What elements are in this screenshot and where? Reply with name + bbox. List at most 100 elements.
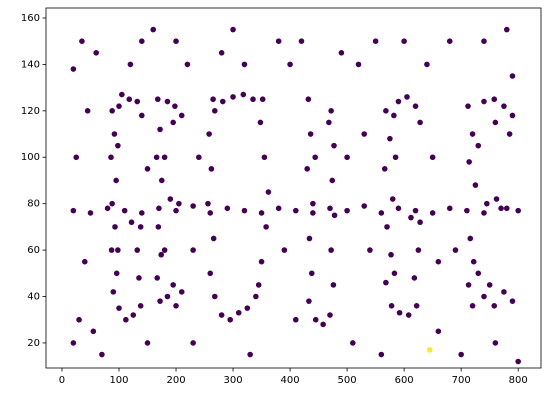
point [230, 94, 236, 100]
point [173, 38, 179, 44]
point [435, 328, 442, 335]
point [506, 131, 513, 137]
point [503, 26, 510, 33]
point [405, 312, 412, 318]
point [154, 275, 161, 281]
point [219, 98, 226, 105]
point [127, 61, 134, 68]
point [327, 205, 333, 212]
point [154, 96, 161, 103]
x-tick-label: 500 [338, 375, 357, 386]
point [70, 66, 77, 72]
point [503, 205, 510, 212]
point [330, 282, 337, 288]
point [158, 177, 165, 184]
point [167, 196, 174, 202]
point [257, 119, 264, 126]
point [367, 247, 373, 253]
y-tick-label: 140 [21, 59, 40, 70]
point [383, 279, 389, 286]
x-tick-label: 600 [395, 375, 414, 386]
point [327, 312, 333, 318]
point [161, 247, 168, 253]
point [173, 302, 179, 309]
point [493, 196, 500, 202]
point [158, 251, 164, 258]
point [292, 316, 299, 323]
point [429, 210, 436, 216]
point [164, 293, 171, 300]
point [392, 154, 399, 161]
point [452, 247, 459, 253]
point [344, 154, 350, 161]
point [70, 340, 77, 346]
point [491, 96, 498, 103]
point [210, 96, 216, 103]
point [326, 119, 332, 126]
point [350, 340, 356, 346]
point [157, 126, 163, 133]
point [435, 258, 442, 265]
point [466, 159, 472, 165]
point [467, 235, 474, 242]
point [472, 182, 479, 188]
point [156, 205, 162, 212]
point [413, 302, 420, 309]
x-tick-label: 100 [109, 375, 128, 386]
point [306, 298, 312, 304]
point [224, 205, 231, 212]
point [73, 154, 80, 161]
point [207, 210, 214, 216]
point [401, 38, 407, 44]
point [465, 282, 472, 288]
point [150, 26, 157, 33]
point [255, 282, 262, 288]
point [241, 207, 248, 214]
point [446, 205, 453, 212]
point [161, 154, 168, 161]
point [412, 103, 419, 109]
y-tick-label: 20 [27, 338, 40, 349]
point [144, 340, 151, 346]
point [123, 316, 129, 323]
point [388, 251, 394, 258]
point [310, 210, 316, 216]
point [241, 61, 248, 68]
points [70, 26, 521, 365]
point [501, 103, 507, 109]
point [258, 210, 265, 216]
point [458, 351, 464, 358]
point [176, 200, 182, 207]
point [408, 214, 414, 221]
point [308, 270, 315, 277]
point [355, 61, 362, 68]
point [90, 328, 97, 335]
point [205, 200, 211, 207]
x-tick-label: 800 [509, 375, 528, 386]
point [240, 91, 247, 98]
point [110, 289, 117, 295]
point [99, 351, 105, 358]
point [134, 98, 141, 105]
point [155, 224, 162, 230]
point [417, 219, 423, 226]
point [258, 258, 265, 265]
x-tick-label: 700 [452, 375, 471, 386]
point [329, 177, 336, 184]
point [387, 135, 393, 142]
point [190, 203, 196, 209]
point [469, 302, 476, 309]
point [306, 235, 313, 242]
point [395, 98, 402, 105]
point [384, 224, 390, 230]
point [137, 224, 144, 230]
point [338, 49, 345, 56]
point [207, 270, 214, 277]
point [134, 247, 141, 253]
point [509, 112, 516, 119]
point [115, 247, 121, 253]
point [84, 108, 91, 114]
point [328, 108, 334, 114]
point [378, 210, 385, 216]
point [378, 351, 385, 358]
